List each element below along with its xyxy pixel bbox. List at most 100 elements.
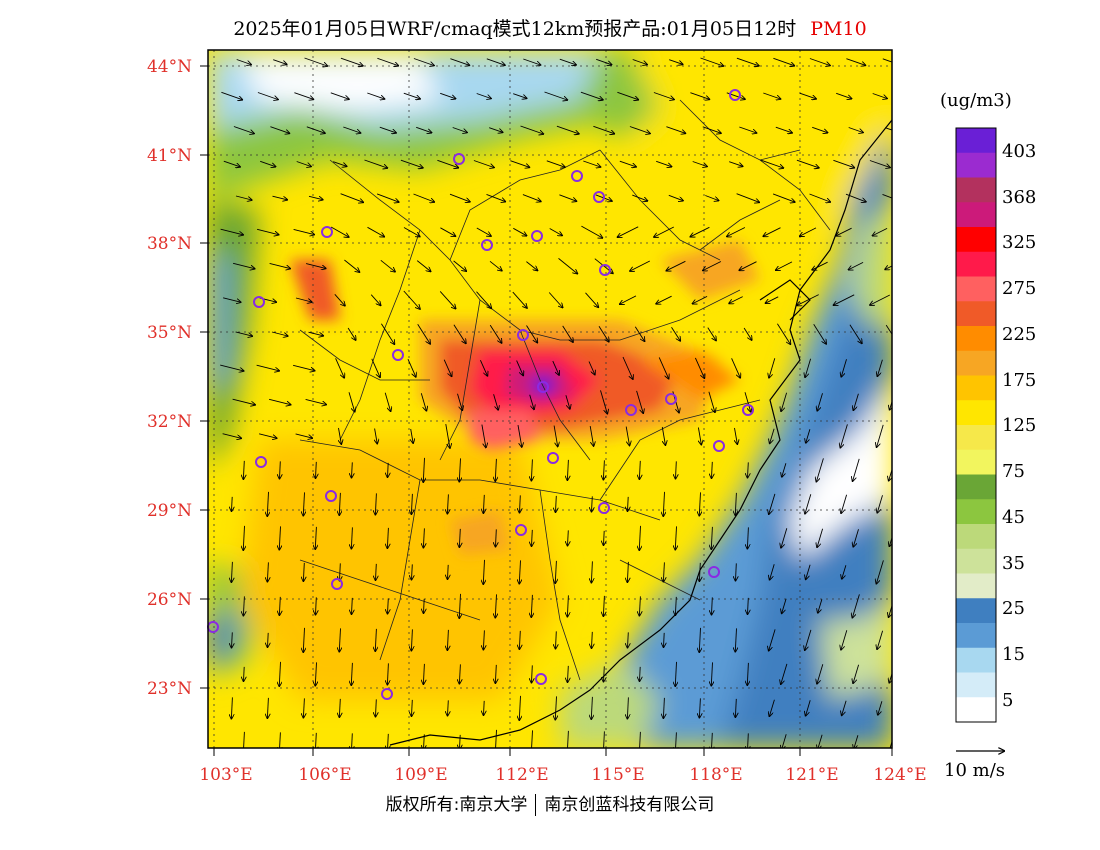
colorbar-swatch: [956, 301, 996, 327]
wind-arrow: [459, 528, 460, 547]
wind-arrow: [315, 732, 316, 748]
wind-arrow: [293, 228, 315, 234]
wind-arrow: [420, 393, 426, 410]
wind-arrow: [596, 58, 611, 64]
wind-arrow: [413, 193, 435, 202]
wind-arrow: [376, 699, 377, 716]
wind-arrow: [443, 359, 451, 377]
legend-level: 325: [1002, 232, 1037, 253]
wind-arrow: [459, 458, 460, 481]
wind-arrow: [711, 526, 712, 549]
legend-level: 125: [1002, 415, 1037, 436]
wind-arrow: [604, 530, 605, 545]
wind-arrow: [592, 631, 593, 648]
wind-arrow: [339, 492, 340, 515]
lon-label: 118°E: [689, 765, 742, 785]
wind-arrow: [817, 528, 824, 547]
wind-arrow: [519, 630, 520, 649]
monitoring-sites: [207, 89, 754, 700]
wind-arrow: [735, 427, 738, 444]
wind-arrow: [556, 495, 557, 512]
wind-arrow: [809, 58, 830, 66]
colorbar-swatch: [956, 449, 996, 475]
wind-arrow: [235, 195, 252, 200]
wind-arrow: [589, 426, 593, 446]
wind-arrow: [279, 526, 280, 549]
wind-arrow: [423, 457, 424, 482]
wind-arrow: [619, 160, 636, 167]
wind-arrow: [548, 292, 562, 308]
colorbar-swatch: [956, 400, 996, 426]
wind-arrow: [639, 460, 640, 479]
wind-arrow: [797, 294, 819, 306]
wind-arrow: [295, 433, 313, 438]
wind-arrow: [384, 392, 390, 411]
wind-arrow: [531, 459, 532, 480]
wind-arrow: [690, 226, 710, 236]
colorbar-swatch: [956, 573, 996, 599]
wind-arrow: [628, 496, 629, 511]
wind-arrow: [380, 259, 395, 271]
lon-label: 106°E: [298, 765, 351, 785]
wind-arrow: [340, 57, 363, 66]
wind-arrow: [295, 297, 312, 302]
wind-arrow: [493, 394, 499, 410]
colorbar-swatch: [956, 548, 996, 574]
wind-arrow: [308, 331, 324, 336]
wind-arrow: [315, 662, 316, 685]
wind-arrow: [333, 161, 346, 167]
lat-label: 44°N: [147, 57, 192, 77]
wind-arrow: [664, 632, 665, 647]
wind-arrow: [770, 564, 775, 579]
wind-arrow: [603, 595, 604, 616]
wind-arrow: [243, 460, 244, 479]
wind-arrow: [489, 127, 502, 133]
wind-arrow: [877, 424, 884, 447]
wind-arrow: [693, 295, 708, 303]
wind-arrow: [841, 630, 848, 649]
wind-arrow: [806, 564, 811, 580]
wind-arrow: [580, 91, 603, 100]
wind-arrow: [617, 91, 638, 99]
wind-arrow: [812, 126, 827, 132]
colorbar-swatch: [956, 474, 996, 500]
wind-arrow: [220, 364, 243, 371]
wind-arrow: [512, 291, 527, 308]
wind-arrow: [316, 461, 317, 478]
wind-arrow: [818, 599, 823, 613]
wind-arrow: [632, 59, 647, 65]
wind-arrow: [449, 193, 470, 202]
wind-arrow: [375, 428, 378, 444]
wind-arrow: [735, 698, 736, 717]
wind-arrow: [279, 661, 280, 686]
wind-arrow: [479, 360, 487, 376]
wind-arrow: [448, 700, 449, 715]
wind-arrow: [640, 666, 641, 681]
wind-arrow: [707, 327, 716, 341]
wind-arrow: [694, 357, 704, 378]
wind-arrow: [403, 92, 420, 99]
wind-arrow: [439, 291, 455, 308]
wind-arrow: [568, 665, 569, 682]
lon-label: 109°E: [394, 765, 447, 785]
wind-arrow: [348, 392, 355, 411]
wind-arrow: [222, 297, 241, 302]
wind-arrow: [352, 462, 353, 477]
colorbar-swatch: [956, 227, 996, 253]
legend-level: 45: [1002, 507, 1025, 528]
wind-arrow: [658, 357, 668, 378]
wind-arrow: [526, 325, 538, 343]
wind-arrow: [489, 324, 501, 343]
lat-label: 32°N: [147, 412, 192, 432]
wind-arrow: [495, 594, 496, 617]
wind-arrow: [375, 493, 376, 514]
wind-arrow: [736, 57, 759, 66]
wind-arrow: [818, 734, 823, 748]
wind-arrow: [546, 160, 565, 167]
wind-arrow: [457, 393, 463, 410]
wind-arrow: [377, 57, 398, 65]
wind-arrow: [711, 662, 712, 685]
wind-arrow: [544, 91, 568, 100]
wind-arrow: [671, 326, 681, 341]
